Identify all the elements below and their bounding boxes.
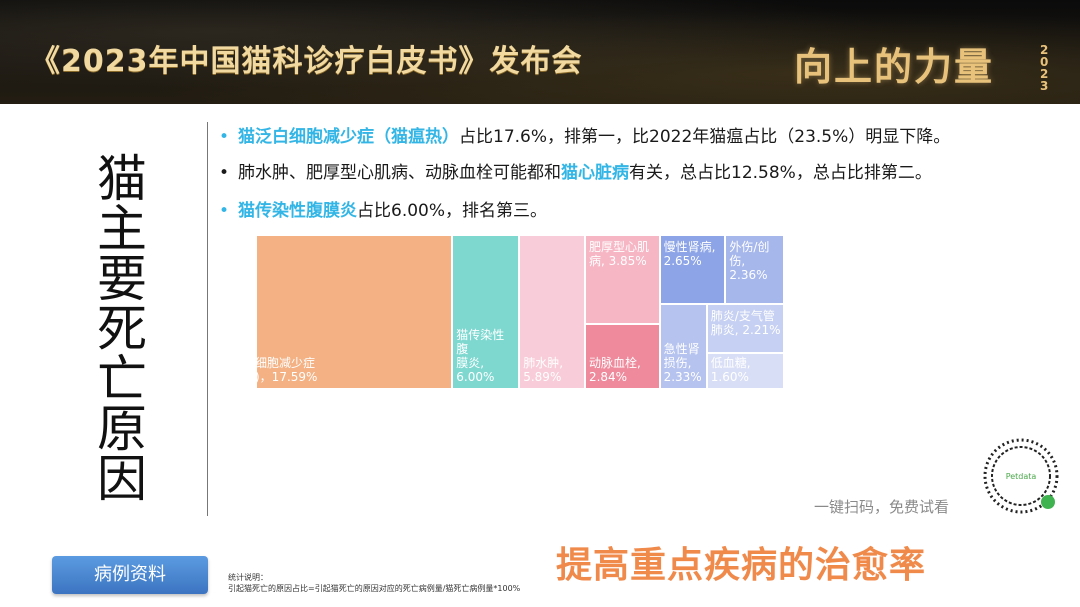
treemap-cell-label: 猫传染性腹 膜炎, 6.00%: [456, 328, 505, 384]
slogan-year: 2023: [1040, 43, 1049, 93]
treemap-cell-label: 外伤/创 伤, 2.36%: [729, 240, 770, 282]
bullet-dot-icon: •: [218, 201, 230, 221]
slogan-logo: 向上的力量: [794, 45, 995, 89]
stat-note-title: 统计说明：: [228, 573, 268, 582]
treemap-cell-label: 细胞减少症 )，17.59%: [257, 356, 318, 384]
treemap-cell: 低血糖, 1.60%: [707, 354, 785, 390]
treemap-cell: 急性肾 损伤, 2.33%: [660, 305, 708, 390]
event-title: 《2023年中国猫科诊疗白皮书》发布会: [30, 44, 583, 79]
bottom-slogan: 提高重点疾病的治愈率: [556, 545, 927, 586]
bullet-highlight: 猫心脏病: [561, 163, 629, 183]
bullet-text: 占比17.6%，排第一，比2022年猫瘟占比（23.5%）明显下降。: [459, 127, 951, 147]
treemap-cell: 细胞减少症 )，17.59%: [257, 236, 454, 390]
bullet-panleukopenia: • 猫泛白细胞减少症（猫瘟热）占比17.6%，排第一，比2022年猫瘟占比（23.…: [210, 126, 950, 148]
bullet-highlight: 猫传染性腹膜炎: [238, 201, 357, 221]
treemap-cell: 猫传染性腹 膜炎, 6.00%: [453, 236, 521, 390]
stat-note-formula: 引起猫死亡的原因占比=引起猫死亡的原因对应的死亡病例量/猫死亡病例量*100%: [228, 584, 521, 593]
qr-brand: Petdata: [1006, 472, 1037, 481]
treemap-cell-label: 肺炎/支气管 肺炎, 2.21%: [710, 309, 781, 338]
scan-hint: 一键扫码，免费试看: [814, 498, 950, 516]
case-data-button[interactable]: 病例资料: [52, 556, 208, 594]
bullet-text-pre: 肺水肿、肥厚型心肌病、动脉血栓可能都和: [238, 163, 561, 183]
bullet-fip: • 猫传染性腹膜炎占比6.00%，排名第三。: [210, 200, 547, 222]
bullet-text: 占比6.00%，排名第三。: [357, 201, 548, 221]
bullet-heart-disease: • 肺水肿、肥厚型心肌病、动脉血栓可能都和猫心脏病有关，总占比12.58%，总占比…: [210, 162, 932, 184]
qr-code-icon[interactable]: Petdata: [978, 436, 1064, 516]
treemap-cell-label: 急性肾 损伤, 2.33%: [663, 341, 702, 384]
treemap-cell-label: 肺水肿, 5.89%: [523, 356, 564, 384]
treemap-cell-label: 低血糖, 1.60%: [710, 355, 751, 384]
treemap-cell: 肥厚型心肌 病, 3.85%: [585, 236, 661, 325]
header-banner: 《2023年中国猫科诊疗白皮书》发布会 向上的力量 2023: [0, 0, 1080, 104]
vertical-divider: [207, 122, 208, 516]
treemap-cell-label: 肥厚型心肌 病, 3.85%: [588, 240, 649, 268]
treemap-cell: 慢性肾病, 2.65%: [660, 236, 727, 306]
section-title: 猫主要死亡原因: [97, 150, 147, 508]
bullet-text-post: 有关，总占比12.58%，总占比排第二。: [629, 163, 932, 183]
treemap-cell-label: 动脉血栓, 2.84%: [588, 355, 641, 384]
treemap-cell-label: 慢性肾病, 2.65%: [663, 240, 716, 268]
treemap-cell: 肺水肿, 5.89%: [520, 236, 586, 390]
bullet-highlight: 猫泛白细胞减少症（猫瘟热）: [238, 127, 459, 147]
treemap-cell: 动脉血栓, 2.84%: [585, 324, 661, 390]
bullet-dot-icon: •: [218, 163, 230, 183]
bullet-dot-icon: •: [218, 127, 230, 147]
treemap-cell: 外伤/创 伤, 2.36%: [726, 236, 785, 306]
treemap-cell: 肺炎/支气管 肺炎, 2.21%: [707, 305, 785, 355]
statistics-note: 统计说明： 引起猫死亡的原因占比=引起猫死亡的原因对应的死亡病例量/猫死亡病例量…: [228, 572, 520, 594]
death-cause-treemap: 细胞减少症 )，17.59% 猫传染性腹 膜炎, 6.00% 肺水肿, 5.89% 肥…: [257, 236, 785, 390]
